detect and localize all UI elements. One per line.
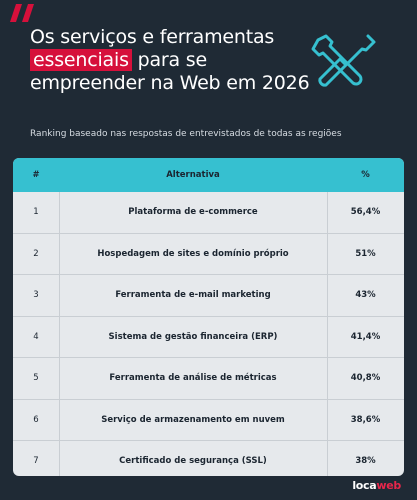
table-row: 6 Serviço de armazenamento em nuvem 38,6% [13,398,404,441]
column-divider [59,192,60,476]
row-rank: 5 [33,373,39,384]
row-alternative: Certificado de segurança (SSL) [119,456,267,467]
quote-mark-icon [10,4,34,22]
header-alternative: Alternativa [166,170,220,180]
row-percent: 38,6% [350,414,381,425]
page-title: Os serviços e ferramentas essenciais par… [30,26,310,95]
row-alternative: Ferramenta de e-mail marketing [115,290,271,301]
locaweb-logo: locaweb [352,479,401,492]
title-part-2: para se empreender na Web em 2026 [30,49,310,94]
table-row: 1 Plataforma de e-commerce 56,4% [13,192,404,233]
header-rank: # [32,170,40,180]
row-rank: 7 [33,456,39,467]
table-row: 5 Ferramenta de análise de métricas 40,8% [13,357,404,399]
row-percent: 41,4% [350,331,381,342]
table-row: 4 Sistema de gestão financeira (ERP) 41,4% [13,315,404,358]
row-alternative: Serviço de armazenamento em nuvem [101,414,285,425]
table-row: 2 Hospedagem de sites e domínio próprio 51… [13,232,404,275]
column-divider [327,192,328,476]
title-part-1: Os serviços e ferramentas [30,26,275,48]
row-rank: 1 [33,207,39,218]
row-alternative: Ferramenta de análise de métricas [109,373,277,384]
row-rank: 6 [33,414,39,425]
row-percent: 51% [355,248,376,259]
table-row: 7 Certificado de segurança (SSL) 38% [13,440,404,476]
ranking-table: # Alternativa % 1 Plataforma de e-commerc… [13,158,404,476]
subtitle: Ranking baseado nas respostas de entrevi… [30,129,342,139]
table-header: # Alternativa % [13,158,404,192]
title-highlight: essenciais [30,49,132,71]
row-rank: 2 [33,248,39,259]
wrench-screwdriver-icon [311,34,376,87]
row-alternative: Plataforma de e-commerce [128,207,258,218]
row-rank: 3 [33,290,39,301]
row-alternative: Sistema de gestão financeira (ERP) [108,331,278,342]
row-percent: 38% [355,456,376,467]
row-percent: 56,4% [350,207,381,218]
table-row: 3 Ferramenta de e-mail marketing 43% [13,274,404,316]
header-percent: % [361,170,370,180]
row-rank: 4 [33,331,39,342]
row-alternative: Hospedagem de sites e domínio próprio [97,248,289,259]
row-percent: 40,8% [350,373,381,384]
row-percent: 43% [355,290,376,301]
